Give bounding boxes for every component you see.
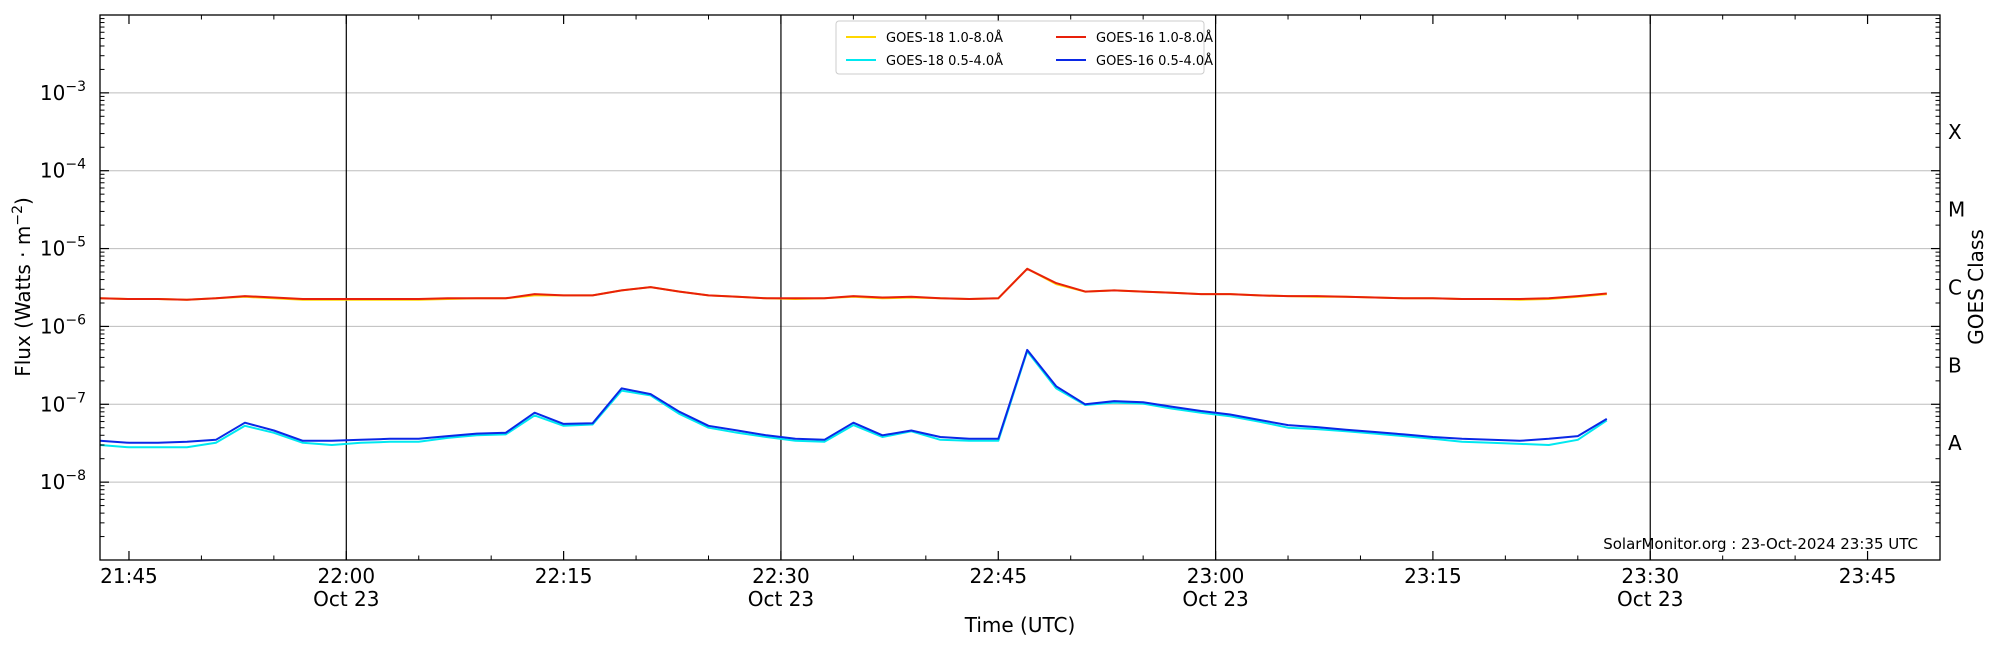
x-tick-date-label: Oct 23 xyxy=(748,587,814,611)
x-tick-date-label: Oct 23 xyxy=(1617,587,1683,611)
y-axis-label-exponent: −2 xyxy=(10,205,26,226)
legend-label: GOES-18 1.0-8.0Å xyxy=(886,30,1003,46)
legend: GOES-18 1.0-8.0Å GOES-18 0.5-4.0Å GOES-16 … xyxy=(835,20,1213,75)
legend-label: GOES-18 0.5-4.0Å xyxy=(886,53,1003,69)
x-tick-date-label: Oct 23 xyxy=(1182,587,1248,611)
y-tick-label: 10−6 xyxy=(40,312,86,338)
y-axis-ticks: 10−8 10−7 10−6 10−5 10−4 10−3 xyxy=(40,18,1940,538)
x-tick-label: 22:15 xyxy=(535,564,593,588)
plot-frame xyxy=(99,14,1941,561)
x-tick-label: 23:00 xyxy=(1187,564,1245,588)
goes-class-axis-label: GOES Class xyxy=(1964,229,1988,345)
x-tick-label: 23:30 xyxy=(1621,564,1679,588)
x-tick-date-label: Oct 23 xyxy=(313,587,379,611)
goes-class-labels: A B C M X xyxy=(1948,120,1965,455)
x-tick-label: 22:30 xyxy=(752,564,810,588)
x-tick-label: 21:45 xyxy=(100,564,158,588)
goes-class-label: A xyxy=(1948,431,1962,455)
goes-class-label: M xyxy=(1948,198,1965,222)
legend-label: GOES-16 0.5-4.0Å xyxy=(1096,53,1213,69)
grid-lines xyxy=(100,92,1940,483)
x-tick-label: 22:45 xyxy=(969,564,1027,588)
y-tick-label: 10−3 xyxy=(40,79,86,105)
x-tick-label: 23:45 xyxy=(1839,564,1897,588)
y-axis-label: Flux (Watts · m−2) xyxy=(10,197,35,377)
y-tick-label: 10−4 xyxy=(40,157,86,183)
y-axis-label-main: Flux (Watts · m xyxy=(11,226,35,377)
series-line xyxy=(99,350,1608,449)
series-lines xyxy=(99,267,1608,449)
x-tick-label: 22:00 xyxy=(317,564,375,588)
goes-class-label: C xyxy=(1948,276,1962,300)
x-tick-label: 23:15 xyxy=(1404,564,1462,588)
credit-text: SolarMonitor.org : 23-Oct-2024 23:35 UTC xyxy=(1603,535,1918,553)
day-boundary-lines xyxy=(345,15,1651,560)
y-tick-label: 10−5 xyxy=(40,235,86,261)
x-axis-label: Time (UTC) xyxy=(964,613,1076,637)
goes-class-label: B xyxy=(1948,353,1962,377)
goes-class-label: X xyxy=(1948,120,1962,144)
legend-label: GOES-16 1.0-8.0Å xyxy=(1096,30,1213,46)
y-tick-label: 10−7 xyxy=(40,390,86,416)
series-line xyxy=(99,348,1608,444)
y-tick-label: 10−8 xyxy=(40,468,86,494)
legend-box xyxy=(835,20,1205,75)
y-axis-label-close: ) xyxy=(11,197,35,205)
legend-entries: GOES-18 1.0-8.0Å GOES-18 0.5-4.0Å GOES-16 … xyxy=(846,30,1213,69)
series-line xyxy=(99,267,1607,301)
